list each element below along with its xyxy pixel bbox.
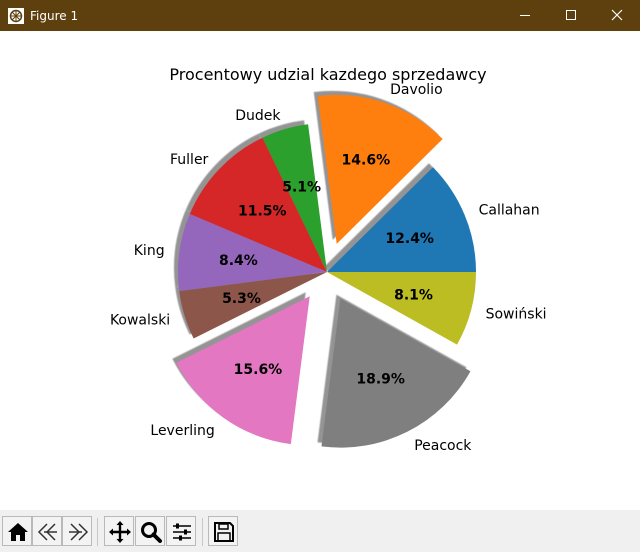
wedge-sowinski (327, 272, 476, 345)
wedge-label-king: King (134, 243, 165, 259)
maximize-button[interactable] (548, 0, 594, 31)
wedge-percent-davolio: 14.6% (342, 152, 391, 168)
wedge-peacock (321, 298, 471, 448)
wedge-label-sowinski: Sowiński (486, 306, 547, 322)
pan-icon (109, 521, 131, 543)
back-button[interactable] (32, 516, 62, 546)
chart-title: Procentowy udzial kazdego sprzedawcy (169, 65, 486, 84)
wedge-percent-peacock: 18.9% (356, 371, 405, 387)
pan-button[interactable] (104, 516, 134, 546)
wedge-label-leverling: Leverling (150, 423, 214, 439)
forward-button[interactable] (62, 516, 92, 546)
wedge-percent-dudek: 5.1% (282, 179, 321, 195)
wedge-percent-callahan: 12.4% (385, 231, 434, 247)
save-button[interactable] (208, 516, 238, 546)
close-icon (611, 9, 623, 21)
wedge-percent-fuller: 11.5% (238, 203, 287, 219)
wedge-percent-kowalski: 5.3% (222, 291, 261, 307)
toolbar-separator (202, 518, 203, 546)
wedge-label-fuller: Fuller (170, 152, 209, 168)
wedge-label-davolio: Davolio (390, 82, 443, 98)
home-icon (8, 523, 28, 541)
wedge-label-dudek: Dudek (235, 108, 281, 124)
wedge-fuller (189, 137, 327, 272)
wedge-percent-leverling: 15.6% (234, 362, 283, 378)
configure-subplots-icon (173, 523, 191, 541)
window-titlebar: Figure 1 (0, 0, 640, 31)
wedge-callahan (327, 167, 476, 272)
wedge-kowalski (179, 272, 327, 339)
wedge-label-callahan: Callahan (479, 203, 540, 219)
wedge-percent-sowinski: 8.1% (394, 288, 433, 304)
toolbar-separator (97, 518, 98, 546)
window-title: Figure 1 (30, 9, 79, 23)
matplotlib-app-icon (8, 8, 24, 24)
navigation-toolbar (0, 510, 640, 552)
wedge-dudek (262, 124, 327, 272)
zoom-icon (141, 522, 162, 543)
home-button[interactable] (2, 516, 32, 546)
figure-canvas: Callahan Davolio Dudek Fuller King Kowalski Le… (0, 31, 640, 510)
zoom-button[interactable] (135, 516, 165, 546)
configure-subplots-button[interactable] (166, 516, 196, 546)
back-icon (37, 523, 57, 541)
minimize-button[interactable] (502, 0, 548, 31)
wedge-davolio (317, 94, 443, 244)
wedge-label-kowalski: Kowalski (110, 313, 170, 329)
wedge-king (177, 214, 327, 292)
save-icon (214, 522, 234, 542)
wedge-leverling (176, 296, 310, 445)
minimize-icon (520, 15, 530, 16)
wedge-percent-king: 8.4% (219, 253, 258, 269)
forward-icon (69, 523, 89, 541)
close-button[interactable] (594, 0, 640, 31)
pie-chart: Callahan Davolio Dudek Fuller King Kowalski Le… (110, 65, 547, 454)
wedge-label-peacock: Peacock (414, 438, 472, 454)
maximize-icon (566, 10, 576, 20)
